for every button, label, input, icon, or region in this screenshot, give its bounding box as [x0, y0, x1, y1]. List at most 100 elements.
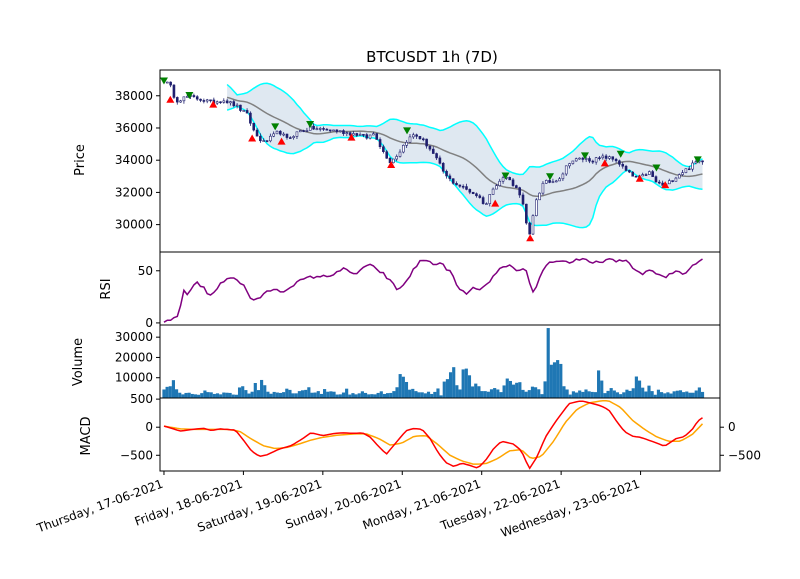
candle-body	[385, 151, 389, 159]
volume-bar	[263, 385, 267, 398]
rsi-line	[163, 257, 703, 323]
candle-body	[195, 96, 199, 100]
candle-body	[518, 187, 521, 196]
candle-body	[232, 101, 236, 107]
candle-body	[614, 158, 618, 162]
volume-bar	[209, 392, 213, 398]
volume-bar	[433, 391, 437, 398]
candle-body	[421, 138, 425, 141]
price-axis-tick-label: 30000	[115, 218, 153, 232]
candle-body	[495, 185, 498, 190]
candle-body	[478, 195, 482, 198]
chart-title: BTCUSDT 1h (7D)	[366, 48, 498, 66]
candle-body	[345, 132, 349, 135]
price-axis-tick-label: 36000	[115, 121, 153, 135]
candle-body	[219, 101, 222, 104]
volume-bar	[511, 384, 516, 398]
volume-bar	[685, 391, 689, 398]
volume-bar	[250, 391, 254, 398]
volume-bar	[568, 394, 572, 398]
rsi-axis-tick-label: 50	[138, 264, 153, 278]
candle-body	[681, 172, 684, 175]
candle-body	[175, 97, 179, 103]
candle-body	[215, 101, 219, 104]
volume-bar	[650, 391, 654, 398]
candle-body	[402, 144, 405, 153]
volume-bar	[193, 394, 198, 398]
candle-body	[471, 191, 475, 194]
volume-bar	[401, 376, 405, 398]
candle-body	[395, 156, 398, 160]
candle-body	[438, 157, 442, 164]
volume-bar	[379, 391, 383, 398]
candle-body	[551, 181, 555, 183]
candle-body	[179, 100, 182, 103]
volume-bar	[619, 394, 623, 398]
volume-bar	[174, 389, 179, 398]
candle-body	[684, 168, 688, 173]
candle-body	[671, 180, 674, 182]
candle-body	[335, 129, 339, 132]
candle-body	[571, 160, 575, 164]
volume-bar	[439, 395, 443, 398]
candle-body	[651, 171, 654, 177]
volume-bar	[486, 391, 490, 398]
candle-body	[481, 197, 485, 204]
volume-bar	[581, 391, 585, 398]
volume-bar	[496, 389, 500, 398]
candle-body	[292, 136, 295, 138]
buy-signal-marker	[526, 234, 535, 242]
volume-bar	[448, 372, 453, 398]
volume-bar	[474, 383, 478, 398]
volume-bar	[524, 391, 528, 398]
volume-bar	[181, 394, 185, 398]
candle-body	[465, 186, 468, 190]
volume-bar	[300, 390, 305, 398]
candle-body	[249, 112, 252, 124]
candle-body	[485, 203, 488, 205]
macd-axis-left-tick-label: 500	[130, 392, 153, 406]
volume-bar	[354, 394, 358, 398]
candle-body	[628, 170, 631, 173]
volume-bar	[288, 389, 292, 398]
volume-bar	[215, 393, 220, 398]
macd-panel-frame	[159, 397, 721, 472]
volume-bar	[203, 390, 207, 398]
volume-bar	[515, 382, 519, 398]
volume-bar	[499, 392, 503, 398]
volume-bar	[571, 391, 575, 398]
volume-bar	[341, 392, 346, 398]
candle-body	[598, 157, 601, 160]
volume-bar	[625, 389, 629, 398]
candle-body	[365, 134, 369, 139]
volume-bar	[253, 382, 257, 398]
candle-body	[631, 171, 635, 177]
volume-bar	[329, 391, 333, 398]
candle-body	[475, 193, 478, 197]
volume-bar	[165, 386, 169, 398]
volume-bar	[389, 392, 393, 398]
volume-bar	[527, 390, 531, 398]
candle-body	[431, 148, 435, 154]
candle-body	[338, 130, 342, 132]
volume-bar	[653, 394, 657, 398]
volume-bar	[477, 386, 481, 398]
volume-bar	[382, 393, 387, 398]
sell-signal-marker	[616, 150, 625, 158]
candle-body	[239, 104, 242, 111]
volume-bar	[590, 391, 594, 398]
volume-bar	[622, 392, 626, 398]
volume-bar	[445, 379, 449, 398]
volume-bar	[335, 394, 339, 398]
volume-bar	[370, 394, 374, 398]
candle-body	[272, 133, 275, 137]
buy-signal-marker	[635, 174, 644, 182]
candle-body	[654, 176, 658, 183]
volume-bar	[417, 392, 421, 398]
volume-bar	[200, 393, 204, 398]
candle-body	[242, 110, 246, 112]
volume-axis-tick-label: 20000	[115, 350, 153, 364]
volume-bar	[310, 392, 314, 398]
volume-bar	[540, 394, 544, 398]
volume-bar	[455, 385, 459, 398]
